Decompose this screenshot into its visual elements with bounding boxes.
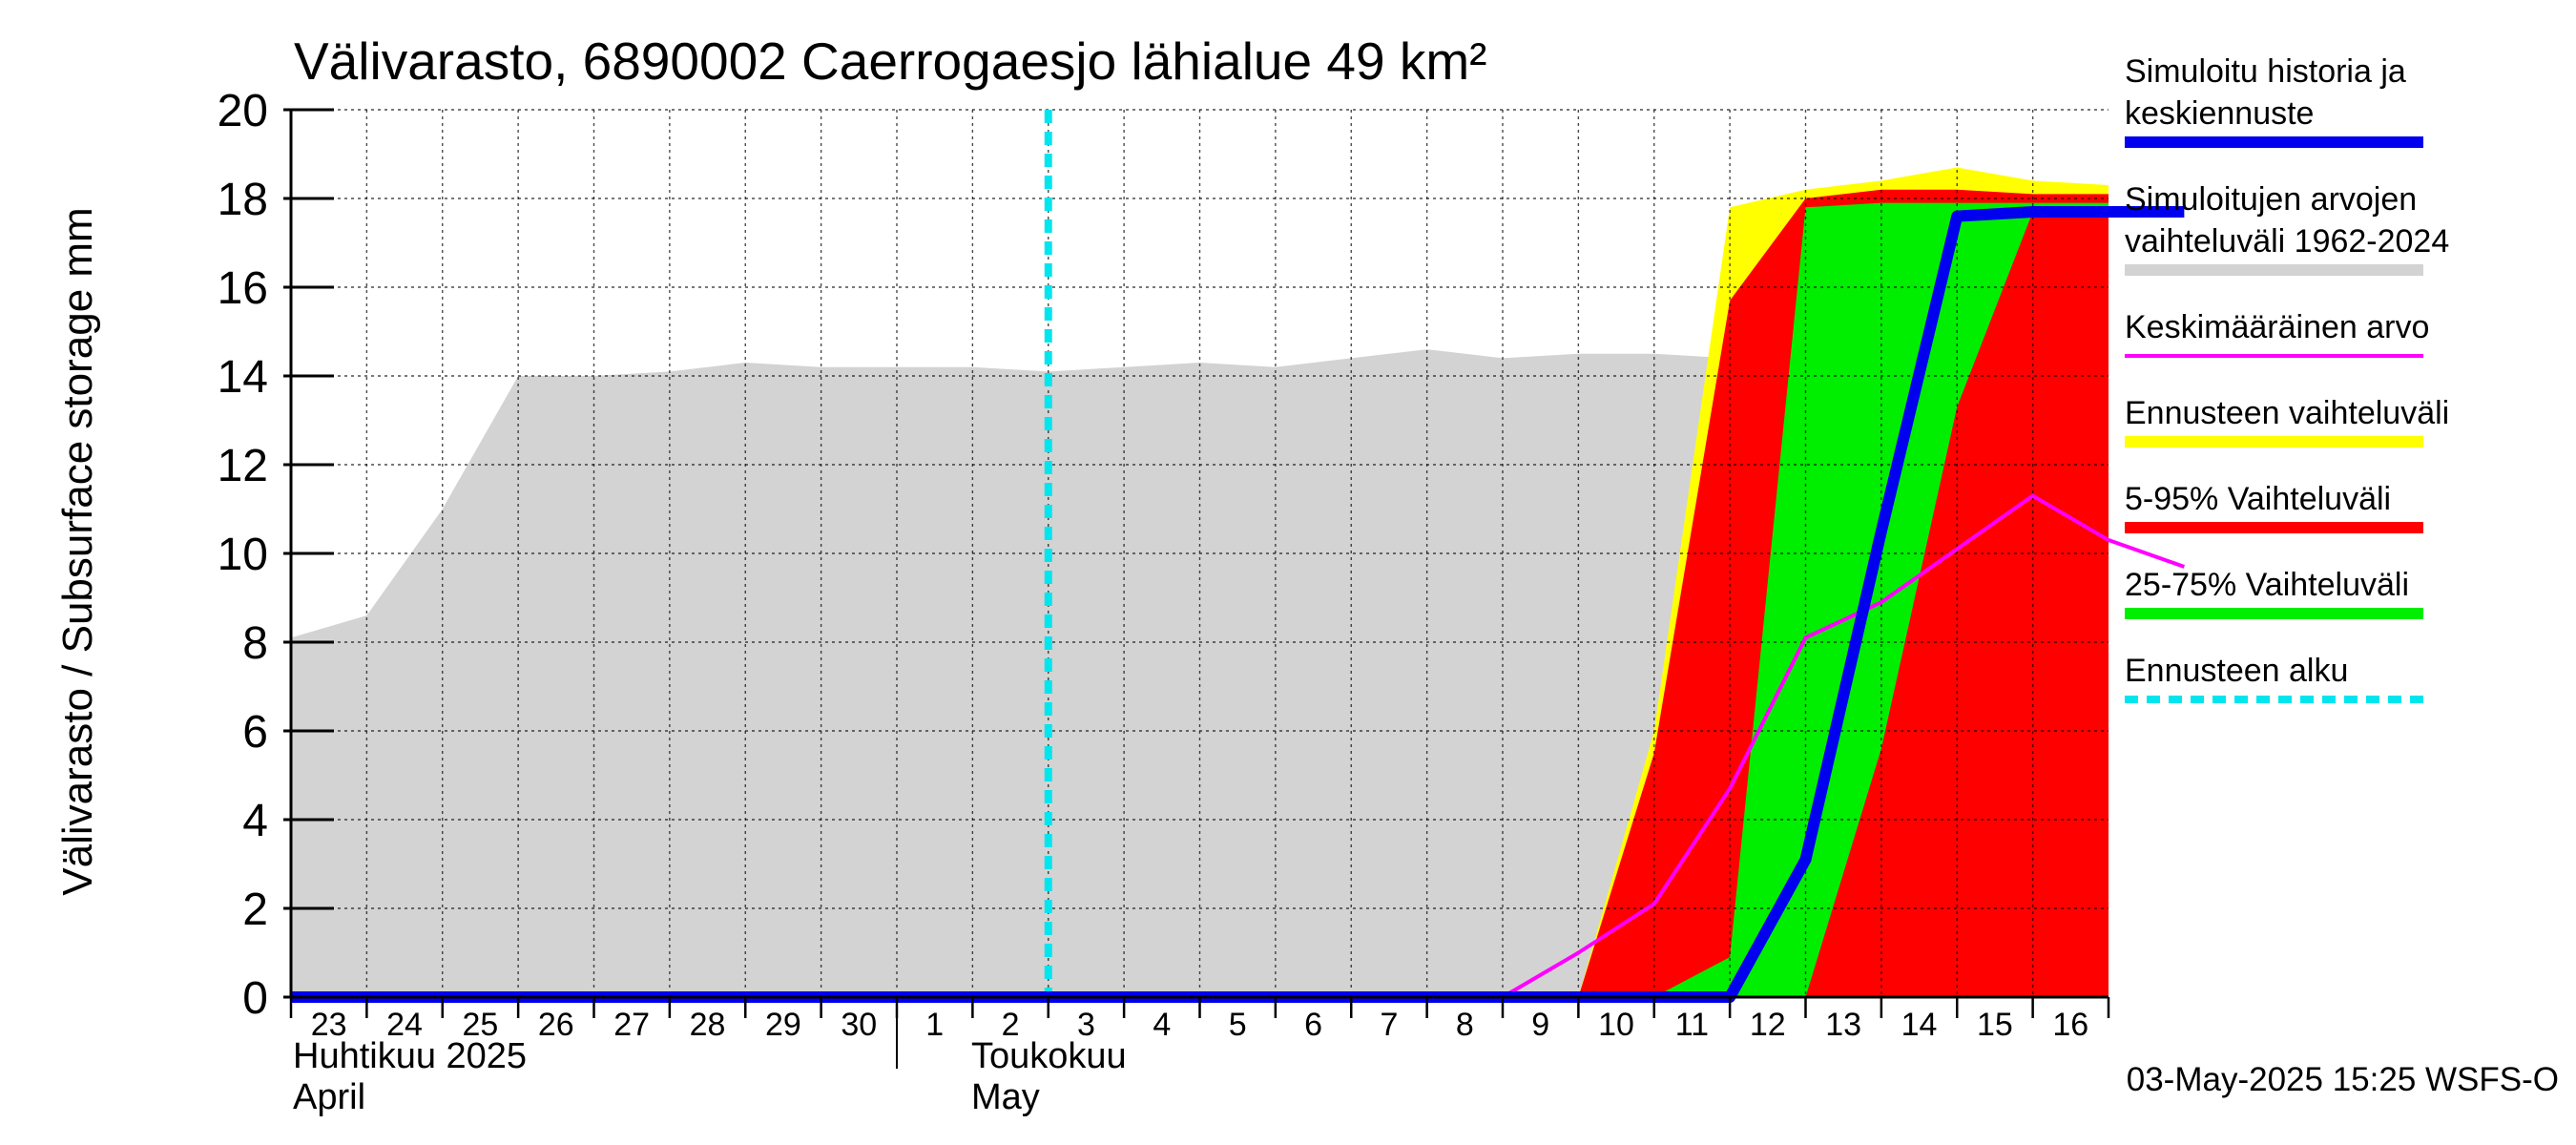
month-label-fi-1: Toukokuu: [971, 1036, 1127, 1076]
y-tick-label-2: 4: [242, 796, 268, 846]
x-tick-label-17: 10: [1598, 1007, 1634, 1043]
x-tick-label-5: 28: [690, 1007, 726, 1043]
x-tick-label-3: 26: [538, 1007, 574, 1043]
x-tick-label-22: 15: [1977, 1007, 2013, 1043]
x-tick-label-13: 6: [1304, 1007, 1322, 1043]
y-tick-label-3: 6: [242, 707, 268, 758]
legend-label-2-0: Keskimääräinen arvo: [2125, 309, 2429, 345]
x-tick-label-4: 27: [613, 1007, 650, 1043]
y-tick-label-6: 12: [218, 441, 268, 491]
legend-label-1-1: vaihteluväli 1962-2024: [2125, 223, 2449, 260]
x-tick-label-2: 25: [463, 1007, 499, 1043]
x-tick-label-15: 8: [1456, 1007, 1474, 1043]
legend-label-4-0: 5-95% Vaihteluväli: [2125, 481, 2391, 517]
legend-label-1-0: Simuloitujen arvojen: [2125, 181, 2417, 218]
legend-label-0-1: keskiennuste: [2125, 95, 2314, 132]
x-tick-label-7: 30: [841, 1007, 877, 1043]
footer-timestamp: 03-May-2025 15:25 WSFS-O: [2127, 1061, 2559, 1098]
y-tick-label-1: 2: [242, 885, 268, 935]
x-tick-label-9: 2: [1002, 1007, 1020, 1043]
x-tick-label-12: 5: [1229, 1007, 1247, 1043]
legend-label-0-0: Simuloitu historia ja: [2125, 53, 2406, 90]
plot-grid: [291, 109, 2109, 997]
y-tick-label-5: 10: [218, 530, 268, 580]
chart-title: Välivarasto, 6890002 Caerrogaesjo lähial…: [294, 31, 1486, 91]
x-tick-label-11: 4: [1153, 1007, 1171, 1043]
x-tick-label-0: 23: [311, 1007, 347, 1043]
y-tick-label-9: 18: [218, 175, 268, 225]
month-label-en-1: May: [971, 1077, 1040, 1117]
x-tick-label-10: 3: [1077, 1007, 1095, 1043]
x-tick-label-20: 13: [1825, 1007, 1861, 1043]
x-tick-label-1: 24: [386, 1007, 423, 1043]
y-tick-label-8: 16: [218, 263, 268, 314]
legend-label-6-0: Ennusteen alku: [2125, 653, 2348, 689]
x-tick-label-23: 16: [2052, 1007, 2088, 1043]
y-axis-label: Välivarasto / Subsurface storage mm: [54, 207, 101, 895]
x-tick-label-8: 1: [925, 1007, 944, 1043]
x-tick-label-18: 11: [1675, 1007, 1709, 1043]
month-label-fi-0: Huhtikuu 2025: [293, 1036, 527, 1076]
legend-label-3-0: Ennusteen vaihteluväli: [2125, 395, 2449, 431]
x-tick-label-16: 9: [1531, 1007, 1549, 1043]
band-3: [291, 202, 2109, 997]
legend: Simuloitu historia ja keskiennuste Simuloi…: [2125, 53, 2449, 703]
y-tick-label-7: 14: [218, 352, 268, 403]
legend-label-5-0: 25-75% Vaihteluväli: [2125, 567, 2409, 603]
band-2: [291, 189, 2109, 997]
y-tick-label-10: 20: [218, 86, 268, 136]
x-tick-label-6: 29: [765, 1007, 801, 1043]
y-tick-label-0: 0: [242, 973, 268, 1024]
x-tick-label-19: 12: [1750, 1007, 1786, 1043]
month-label-en-0: April: [293, 1077, 365, 1117]
x-tick-label-14: 7: [1380, 1007, 1398, 1043]
x-tick-label-21: 14: [1901, 1007, 1938, 1043]
y-tick-label-4: 8: [242, 618, 268, 669]
